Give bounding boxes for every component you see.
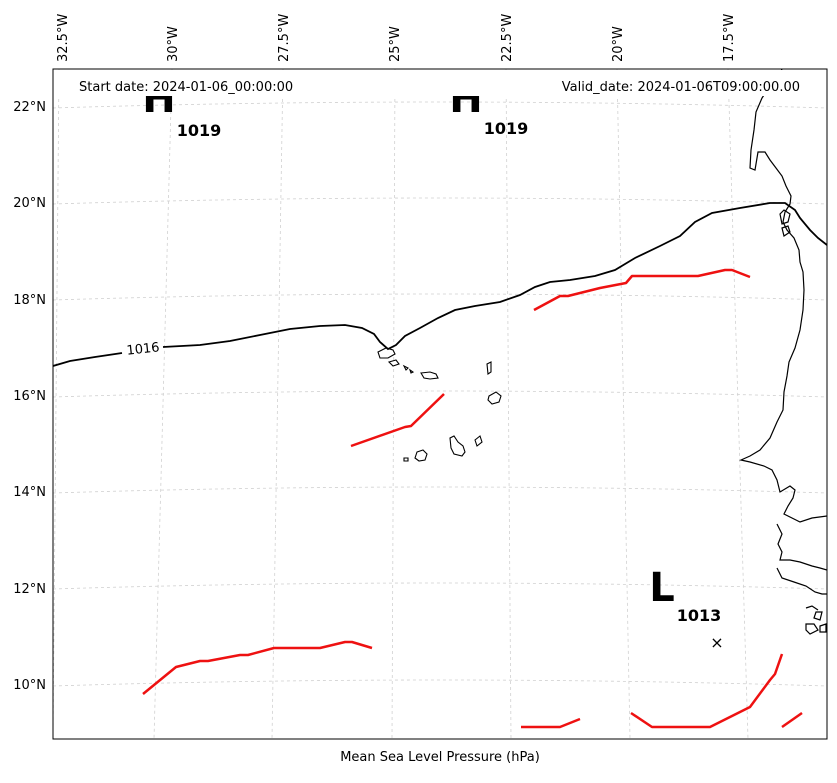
low-pressure: L 1013 × — [649, 565, 723, 652]
lat-label: 12°N — [13, 582, 46, 597]
coastline — [739, 69, 827, 635]
lon-label: 22.5°W — [500, 14, 515, 62]
front-lines — [142, 72, 816, 729]
lon-label: 25°W — [388, 26, 403, 62]
lat-label: 16°N — [13, 389, 46, 404]
map-frame — [52, 68, 828, 740]
high-pressure-2: H 1019 — [449, 76, 528, 138]
lat-label: 18°N — [13, 293, 46, 308]
high-value: 1019 — [177, 121, 222, 140]
lon-label: 27.5°W — [277, 14, 292, 62]
longitude-tick-labels: 32.5°W 30°W 27.5°W 25°W 22.5°W 20°W 17.5… — [56, 14, 737, 62]
latitude-tick-labels: 22°N 20°N 18°N 16°N 14°N 12°N 10°N — [13, 100, 46, 693]
lon-label: 20°W — [611, 26, 626, 62]
graticule — [53, 69, 827, 739]
valid-date-label: Valid_date: 2024-01-06T09:00:00.00 — [562, 80, 800, 95]
lat-label: 20°N — [13, 196, 46, 211]
start-date-label: Start date: 2024-01-06_00:00:00 — [79, 80, 293, 95]
lon-label: 17.5°W — [722, 14, 737, 62]
low-center-marker: × — [710, 633, 723, 652]
lon-label: 30°W — [166, 26, 181, 62]
high-value: 1019 — [484, 119, 529, 138]
low-symbol: L — [649, 565, 675, 611]
lat-label: 10°N — [13, 678, 46, 693]
isobar-label: 1016 — [126, 340, 160, 358]
lon-label: 32.5°W — [56, 14, 71, 62]
lat-label: 14°N — [13, 485, 46, 500]
low-value: 1013 — [677, 606, 722, 625]
x-axis-label: Mean Sea Level Pressure (hPa) — [340, 750, 540, 765]
cape-verde-islands — [377, 347, 502, 462]
lat-label: 22°N — [13, 100, 46, 115]
header-band — [54, 70, 826, 96]
isobar-1016 — [53, 202, 827, 367]
